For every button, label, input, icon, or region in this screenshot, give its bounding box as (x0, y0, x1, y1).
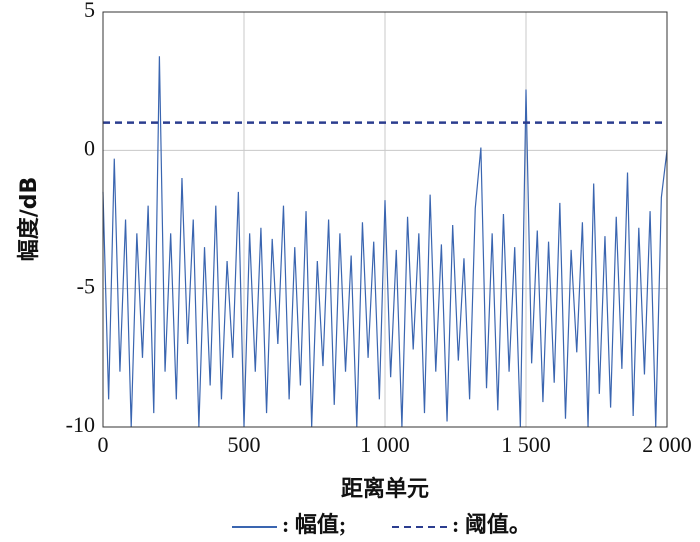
y-tick-label: -5 (77, 274, 95, 299)
x-tick-label: 0 (98, 432, 109, 457)
y-axis-label: 幅度/dB (16, 177, 42, 262)
legend-label: : 幅值; (282, 512, 346, 537)
x-tick-label: 2 000 (642, 432, 692, 457)
y-tick-label: 5 (84, 0, 95, 22)
x-tick-label: 1 500 (501, 432, 551, 457)
legend-label: : 阈值。 (452, 512, 531, 537)
y-tick-label: 0 (84, 135, 95, 160)
y-tick-label: -10 (66, 412, 95, 437)
x-axis-label: 距离单元 (341, 476, 429, 502)
x-tick-label: 1 000 (360, 432, 410, 457)
data-line (102, 56, 668, 428)
plot-frame (102, 11, 668, 428)
x-tick-label: 500 (228, 432, 261, 457)
